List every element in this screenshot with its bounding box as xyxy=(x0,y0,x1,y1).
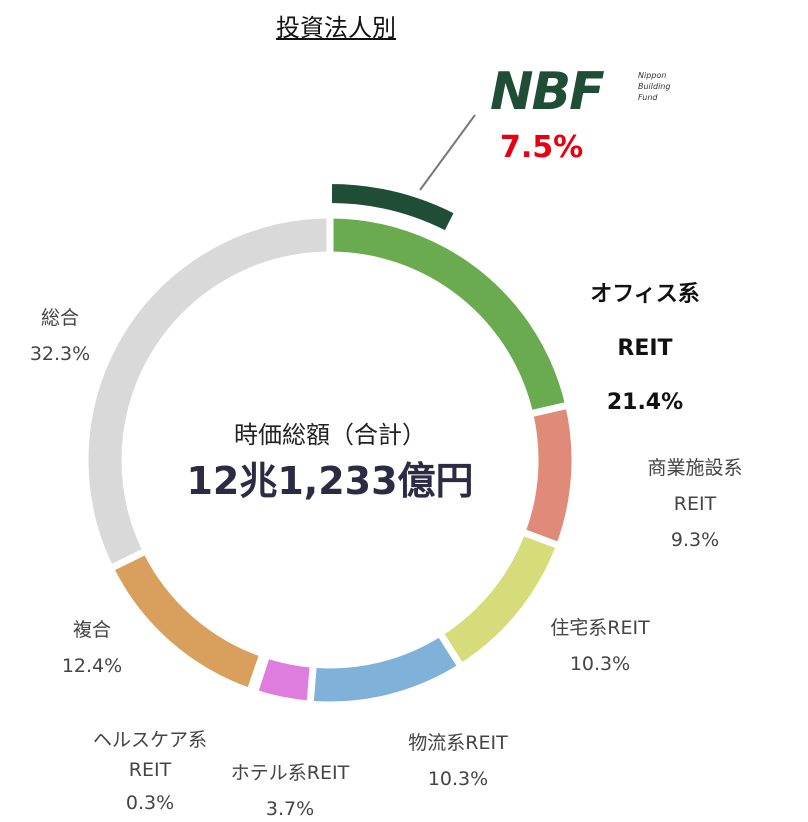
value-label: 3.7% xyxy=(265,798,315,820)
category-label: ヘルスケア系REIT xyxy=(92,729,207,781)
category-label: 総合 xyxy=(40,307,80,329)
segment-label: 住宅系REIT 10.3% xyxy=(550,610,649,682)
segment-label: 物流系REIT 10.3% xyxy=(408,725,507,797)
value-label: 9.3% xyxy=(670,529,720,551)
category-label: 住宅系REIT xyxy=(550,617,650,639)
segment xyxy=(105,546,268,696)
sublabel-line: Fund xyxy=(638,93,658,102)
segment-label: ホテル系REIT 3.7% xyxy=(231,755,349,822)
segment-label: 商業施設系REIT 9.3% xyxy=(639,450,752,558)
highlight-label: NBF xyxy=(490,62,605,122)
value-label: 12.4% xyxy=(61,655,123,677)
segment xyxy=(435,527,564,672)
center-title: 時価総額（合計） xyxy=(234,421,426,449)
sublabel-line: Nippon xyxy=(638,71,667,80)
segment-label: ヘルスケア系REIT 0.3% xyxy=(85,725,215,821)
highlight-arc xyxy=(328,179,459,236)
category-label: オフィス系REIT xyxy=(590,282,700,361)
segment xyxy=(326,211,573,419)
segment xyxy=(81,211,334,574)
highlight-value-label: 7.5% xyxy=(500,130,584,165)
value-label: 10.3% xyxy=(569,653,631,675)
value-label: 0.3% xyxy=(125,792,175,814)
category-label: 商業施設系REIT xyxy=(647,457,743,515)
connector xyxy=(419,114,476,191)
sublabel-line: Building xyxy=(638,82,671,91)
segment-label: 複合 12.4% xyxy=(62,612,122,684)
category-label: ホテル系REIT xyxy=(230,762,350,784)
value-label: 10.3% xyxy=(427,768,489,790)
segment-label: オフィス系REIT 21.4% xyxy=(564,268,727,430)
category-label: 物流系REIT xyxy=(408,732,508,754)
highlight-sublabel: Nippon Building Fund xyxy=(638,70,670,103)
value-label: 32.3% xyxy=(29,343,91,365)
center-value: 12兆1,233億円 xyxy=(186,459,474,503)
chart-title: 投資法人別 xyxy=(276,14,396,42)
segment-label: 総合 32.3% xyxy=(30,300,90,372)
category-label: 複合 xyxy=(72,619,112,641)
value-label: 21.4% xyxy=(606,390,684,415)
segment xyxy=(306,628,467,709)
